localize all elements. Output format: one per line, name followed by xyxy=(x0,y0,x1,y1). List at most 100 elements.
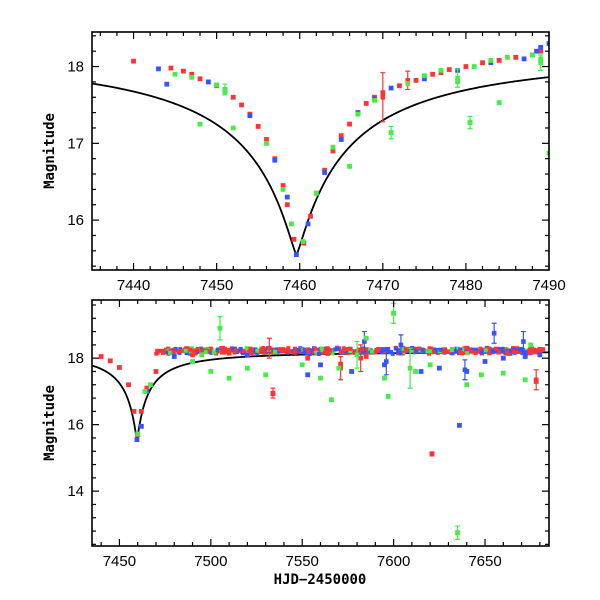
baseline-point xyxy=(262,350,267,355)
y-tick-label: 14 xyxy=(67,483,84,500)
data-point xyxy=(318,375,323,381)
data-point xyxy=(430,71,436,77)
baseline-point xyxy=(215,347,220,352)
baseline-point xyxy=(241,349,246,354)
x-tick-label: 7450 xyxy=(200,277,233,294)
data-point xyxy=(107,358,113,364)
baseline-point xyxy=(404,348,409,353)
x-tick-label: 7440 xyxy=(117,277,150,294)
data-point xyxy=(505,54,510,60)
data-point xyxy=(418,369,424,374)
baseline-point xyxy=(343,347,348,352)
data-point xyxy=(98,354,104,359)
x-tick-label: 7450 xyxy=(103,553,136,570)
data-point xyxy=(382,362,387,368)
data-point xyxy=(272,157,278,163)
data-point xyxy=(388,85,394,91)
data-point xyxy=(189,74,195,80)
baseline-point xyxy=(502,349,507,354)
y-tick-label: 18 xyxy=(67,59,84,76)
data-point xyxy=(398,342,404,348)
baseline-point xyxy=(222,350,227,355)
data-point xyxy=(205,79,211,85)
baseline-point xyxy=(179,348,184,353)
data-point xyxy=(267,345,272,351)
baseline-point xyxy=(183,348,188,353)
baseline-point xyxy=(306,349,311,354)
baseline-point xyxy=(315,347,320,352)
data-point xyxy=(363,335,369,341)
baseline-point xyxy=(528,347,533,352)
data-point xyxy=(291,236,297,242)
x-tick-label: 7460 xyxy=(283,277,316,294)
data-point xyxy=(330,144,336,150)
baseline-point xyxy=(394,346,399,351)
data-point xyxy=(537,352,543,358)
data-point xyxy=(533,379,539,384)
y-tick-label: 16 xyxy=(67,417,84,434)
baseline-point xyxy=(285,348,290,353)
data-point xyxy=(380,90,386,96)
baseline-point xyxy=(235,348,240,353)
data-point xyxy=(491,330,497,336)
baseline-point xyxy=(316,351,321,356)
baseline-point xyxy=(399,346,404,351)
data-point xyxy=(280,186,286,192)
data-point xyxy=(380,94,386,100)
data-point xyxy=(197,121,203,127)
baseline-point xyxy=(195,347,200,352)
baseline-point xyxy=(458,347,463,352)
data-point xyxy=(156,66,161,72)
data-point xyxy=(388,130,394,135)
data-point xyxy=(148,382,153,388)
data-point xyxy=(546,41,549,46)
top-panel-points-layer xyxy=(131,41,549,258)
baseline-point xyxy=(348,346,353,351)
data-point xyxy=(244,352,250,358)
baseline-point xyxy=(168,350,173,355)
data-point xyxy=(135,431,141,437)
data-point xyxy=(482,359,488,364)
data-point xyxy=(488,58,494,63)
data-point xyxy=(270,391,276,397)
baseline-point xyxy=(505,350,510,355)
data-point xyxy=(153,369,159,374)
data-point xyxy=(347,121,352,127)
x-tick-label: 7480 xyxy=(449,277,482,294)
baseline-point xyxy=(369,349,374,354)
top-panel: 7440 7450 7460 7470 7480 7490 16 17 18 Magnitude xyxy=(42,31,566,294)
data-point xyxy=(455,79,460,85)
data-point xyxy=(230,125,236,131)
baseline-point xyxy=(187,351,192,356)
data-point xyxy=(289,221,294,227)
baseline-point xyxy=(277,347,282,352)
baseline-point xyxy=(219,346,224,351)
baseline-point xyxy=(307,351,312,356)
baseline-point xyxy=(531,348,536,353)
data-point xyxy=(255,124,261,129)
baseline-point xyxy=(275,347,280,352)
data-point xyxy=(264,140,269,146)
data-point xyxy=(405,78,411,83)
baseline-point xyxy=(195,349,200,354)
baseline-point xyxy=(490,349,495,354)
baseline-point xyxy=(397,350,402,355)
data-point xyxy=(362,339,367,344)
x-tick-label: 7600 xyxy=(377,553,410,570)
data-point xyxy=(338,133,344,139)
baseline-point xyxy=(296,348,301,353)
data-point xyxy=(478,372,484,378)
baseline-point xyxy=(333,347,338,352)
baseline-point xyxy=(409,348,414,353)
data-point xyxy=(190,352,195,358)
baseline-point xyxy=(326,347,331,352)
bottom-panel-ticks: 7450 7500 7550 7600 7650 14 16 18 xyxy=(67,300,549,570)
top-panel-y-axis-label: Magnitude xyxy=(42,113,58,189)
data-point xyxy=(208,369,214,374)
baseline-point xyxy=(417,346,422,351)
data-point xyxy=(500,370,506,376)
baseline-point xyxy=(402,348,407,353)
baseline-point xyxy=(319,346,324,351)
data-point xyxy=(522,354,528,359)
